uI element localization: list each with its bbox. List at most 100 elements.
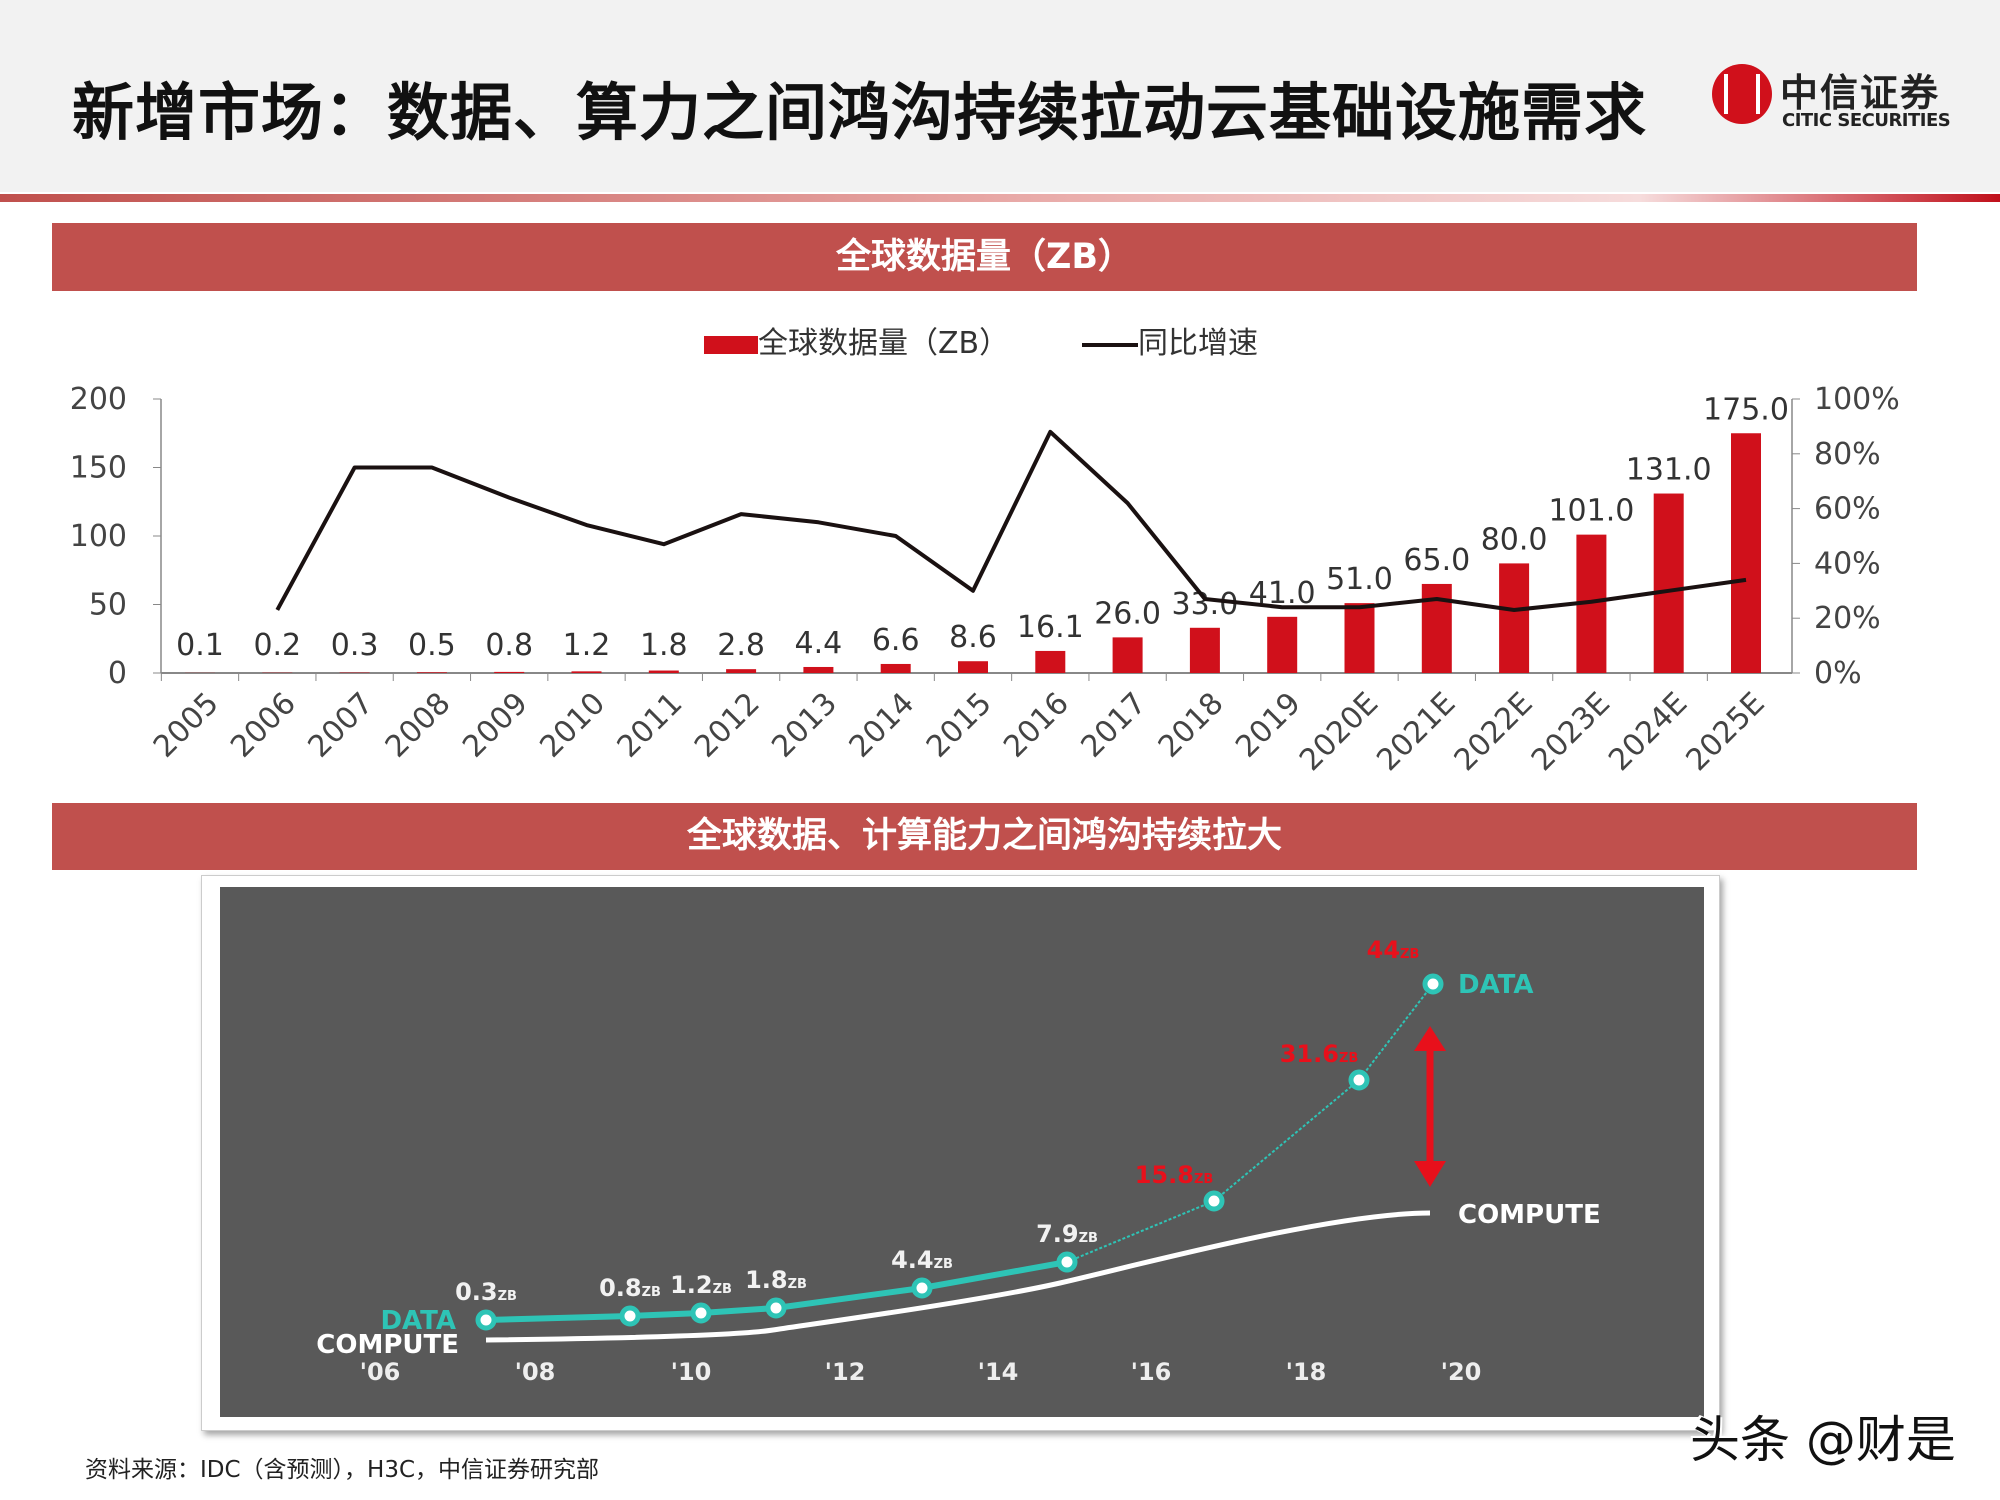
x-tick-label: '06 — [360, 1358, 401, 1386]
bar-value-label: 101.0 — [1548, 494, 1634, 529]
bar-value-label: 51.0 — [1326, 562, 1393, 597]
bar — [1189, 627, 1220, 673]
data-point — [911, 1277, 933, 1299]
right-tick-label: 0% — [1814, 656, 1862, 691]
x-tick-label: 2020E — [1293, 686, 1385, 778]
legend-item-bar: 全球数据量（ZB） — [704, 318, 1009, 362]
legend-bar-label: 全球数据量（ZB） — [758, 326, 1010, 361]
bar — [1035, 650, 1066, 673]
data-label-right: DATA — [1458, 970, 1534, 1000]
x-tick-label: 2005 — [147, 686, 226, 765]
bar-value-label: 80.0 — [1481, 522, 1548, 557]
bar — [1499, 563, 1530, 673]
data-point — [1422, 973, 1444, 995]
source-note: 资料来源：IDC（含预测），H3C，中信证券研究部 — [85, 1457, 600, 1483]
left-tick-label: 200 — [70, 382, 127, 417]
bar — [1267, 616, 1298, 673]
x-tick-label: 2014 — [843, 686, 922, 765]
bar — [726, 669, 757, 673]
bar — [416, 672, 447, 673]
data-volume-chart: 0 50 100 150 200 0% 20% 40% 60% 80% 100% 0.1 2005 0.2… — [70, 382, 1900, 778]
growth-rate-line — [275, 429, 1747, 612]
bar-value-label: 0.5 — [408, 628, 456, 663]
data-value-label: 1.2ZB — [670, 1271, 732, 1299]
data-line-solid — [485, 1259, 1068, 1323]
x-tick-label: '20 — [1441, 1358, 1482, 1386]
x-tick-label: 2018 — [1152, 686, 1231, 765]
bar-value-label: 8.6 — [949, 620, 997, 655]
x-tick-label: '12 — [825, 1358, 866, 1386]
bar-value-label: 2.8 — [717, 628, 765, 663]
x-tick-label: 2015 — [920, 686, 999, 765]
compute-label-right: COMPUTE — [1458, 1200, 1601, 1230]
bar-value-label: 65.0 — [1403, 543, 1470, 578]
data-label-left: DATA — [380, 1306, 456, 1336]
data-compute-chart: '06 '08 '10 '12 '14 '16 '18 '20 0.3ZB 0.8ZB 1.2ZB 1… — [220, 887, 1704, 1417]
data-point — [1348, 1069, 1370, 1091]
x-tick-label: 2021E — [1370, 686, 1462, 778]
section-banner-data-volume: 全球数据量（ZB） — [52, 223, 1917, 291]
right-tick-label: 40% — [1814, 546, 1881, 581]
x-tick-label: 2009 — [456, 686, 535, 765]
data-point — [619, 1305, 641, 1327]
x-tick-label: 2007 — [302, 686, 381, 765]
compute-curve — [485, 1210, 1431, 1343]
data-value-label: 4.4ZB — [891, 1246, 953, 1274]
left-tick-label: 100 — [70, 519, 127, 554]
x-tick-label: '16 — [1131, 1358, 1172, 1386]
bar-value-label: 4.4 — [795, 626, 843, 661]
data-value-label: 44ZB — [1367, 936, 1420, 964]
x-tick-label: '14 — [978, 1358, 1019, 1386]
data-point — [1203, 1190, 1225, 1212]
data-value-label: 7.9ZB — [1036, 1220, 1098, 1248]
bar — [1653, 493, 1684, 673]
x-tick-label: 2017 — [1075, 686, 1154, 765]
bar-value-label: 1.8 — [640, 628, 688, 663]
data-point — [765, 1297, 787, 1319]
bar-value-label: 26.0 — [1094, 596, 1161, 631]
x-tick-label: 2022E — [1448, 686, 1540, 778]
logo-cn: 中信证券 — [1780, 70, 1941, 115]
bar — [880, 663, 911, 673]
data-point — [475, 1309, 497, 1331]
x-tick-label: '08 — [515, 1358, 556, 1386]
bar-value-label: 0.2 — [253, 628, 301, 663]
left-tick-label: 150 — [70, 451, 127, 486]
header-divider — [0, 194, 2000, 202]
x-tick-label: 2008 — [379, 686, 458, 765]
x-tick-label: 2025E — [1680, 686, 1772, 778]
x-tick-label: 2023E — [1525, 686, 1617, 778]
x-tick-label: 2012 — [688, 686, 767, 765]
logo-en: CITIC SECURITIES — [1782, 110, 1951, 131]
data-compute-gap-image: '06 '08 '10 '12 '14 '16 '18 '20 0.3ZB 0.8ZB 1.2ZB 1… — [201, 875, 1720, 1431]
data-point — [690, 1302, 712, 1324]
legend-line-swatch — [1082, 342, 1138, 347]
bar-value-label: 0.1 — [176, 628, 224, 663]
gap-arrow-up-icon — [1414, 1026, 1446, 1051]
compute-label-left: COMPUTE — [316, 1330, 459, 1360]
gap-arrow-down-icon — [1414, 1161, 1446, 1187]
bar-value-label: 1.2 — [563, 628, 611, 663]
watermark: 头条 @财是 — [1690, 1411, 1956, 1469]
bar-value-label: 16.1 — [1017, 610, 1084, 645]
bar — [571, 671, 602, 673]
x-tick-label: 2013 — [765, 686, 844, 765]
data-value-label: 31.6ZB — [1280, 1040, 1359, 1068]
bar — [803, 666, 834, 673]
bar-value-label: 131.0 — [1626, 453, 1712, 488]
bar — [1112, 637, 1143, 673]
data-value-label: 0.8ZB — [599, 1274, 661, 1302]
page-title: 新增市场：数据、算力之间鸿沟持续拉动云基础设施需求 — [72, 76, 1648, 149]
bar-value-label: 0.3 — [331, 628, 379, 663]
bar — [1344, 603, 1375, 673]
left-tick-label: 0 — [108, 656, 127, 691]
legend-bar-swatch — [704, 335, 758, 354]
data-value-label: 1.8ZB — [745, 1266, 807, 1294]
citic-logo: 中信证券 CITIC SECURITIES — [1712, 62, 1982, 142]
x-tick-label: 2024E — [1602, 686, 1694, 778]
bar-value-label: 0.8 — [485, 628, 533, 663]
bar-value-label: 33.0 — [1172, 587, 1239, 622]
x-tick-label: 2016 — [997, 686, 1076, 765]
data-value-label: 15.8ZB — [1135, 1161, 1214, 1189]
x-tick-label: 2010 — [533, 686, 612, 765]
